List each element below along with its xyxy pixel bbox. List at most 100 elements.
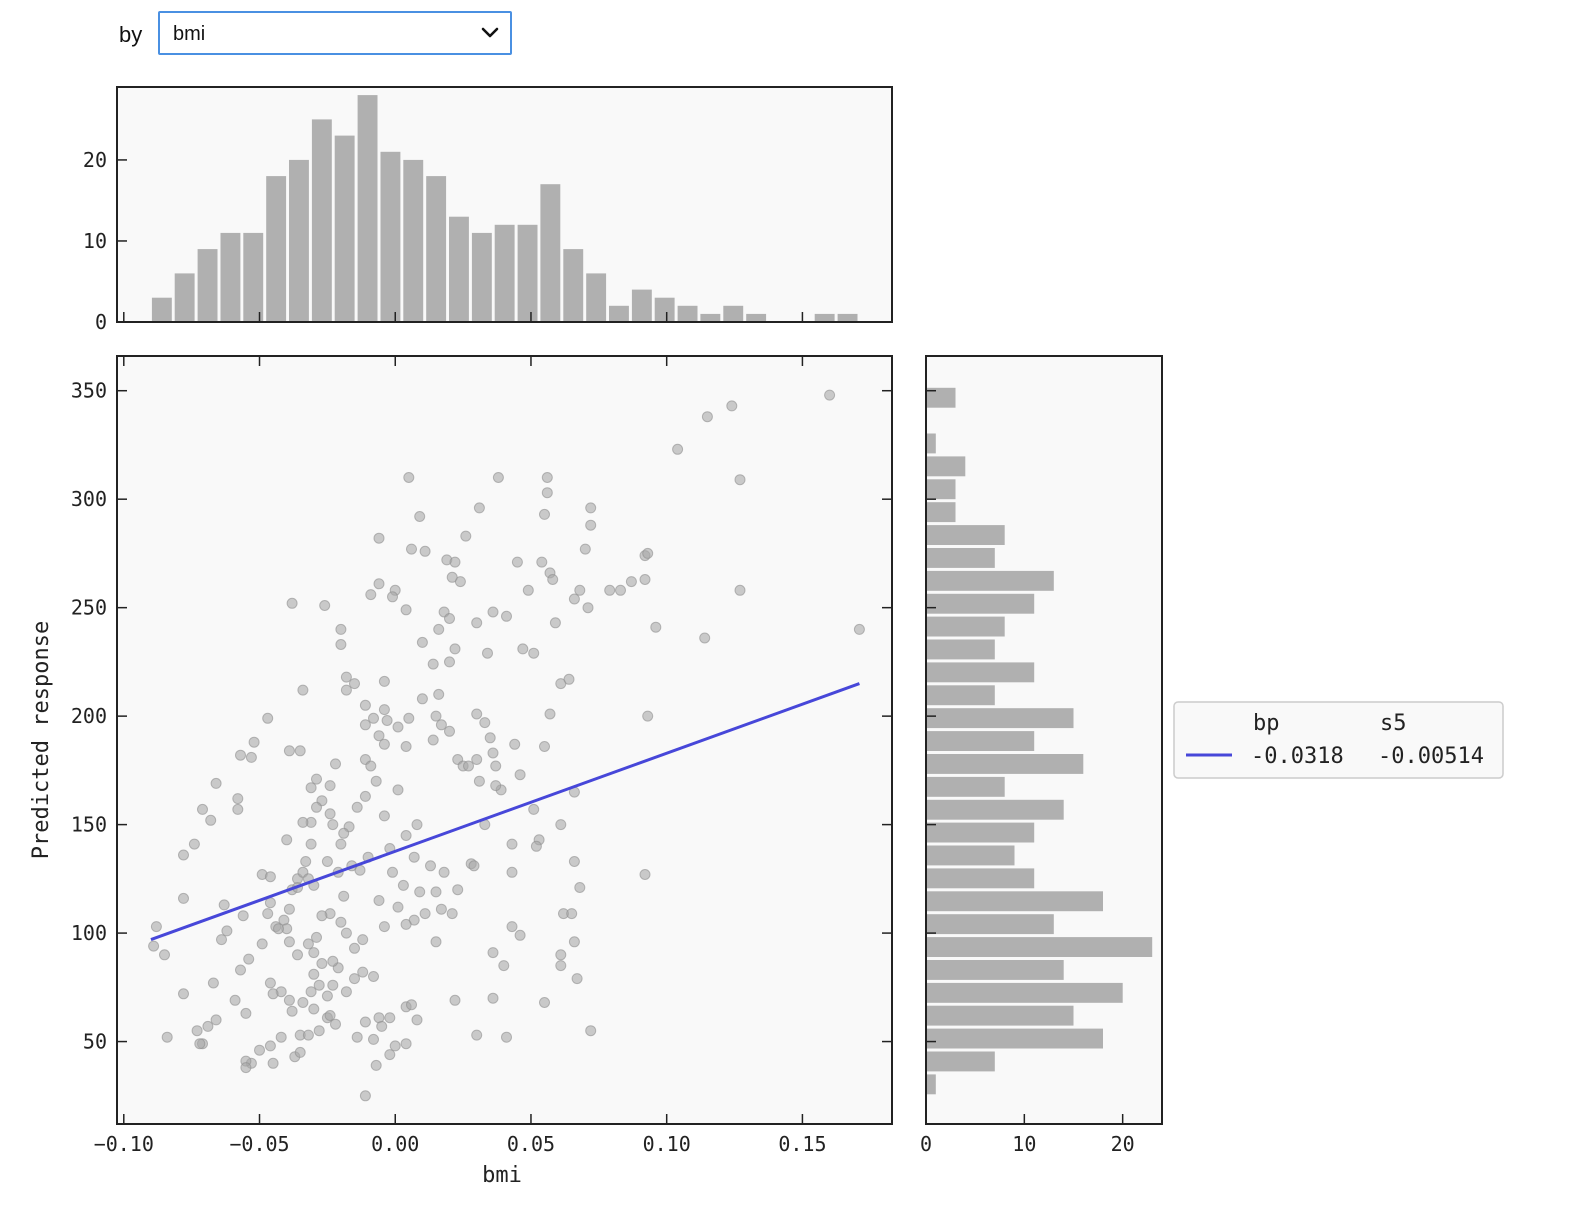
right-hist-bar	[926, 502, 956, 523]
scatter-point	[232, 793, 244, 805]
scatter-point	[254, 1044, 265, 1056]
right-hist-bar	[926, 868, 1035, 889]
scatter-point	[471, 1029, 483, 1041]
top-hist-bar	[426, 176, 447, 322]
scatter-point	[568, 593, 580, 605]
right-hist-bar	[926, 593, 1035, 614]
scatter-point	[324, 808, 336, 820]
scatter-point	[283, 903, 295, 915]
scatter-point	[701, 411, 713, 423]
scatter-point	[368, 1033, 379, 1045]
scatter-point	[615, 584, 626, 596]
scatter-point	[202, 1020, 214, 1032]
scatter-point	[240, 1062, 252, 1074]
right-hist-frame	[925, 355, 1163, 1125]
scatter-point	[444, 725, 455, 737]
scatter-point	[340, 927, 352, 939]
scatter-point	[473, 502, 485, 514]
scatter-point	[327, 979, 339, 991]
top-hist-bar	[654, 297, 675, 322]
scatter-point	[392, 901, 404, 913]
scatter-point	[471, 754, 483, 765]
scatter-point	[506, 838, 518, 850]
feature-select[interactable]: bmi	[158, 11, 512, 55]
right-hist-bar	[926, 1074, 936, 1095]
right-hist-bar	[926, 685, 995, 706]
scatter-point	[734, 584, 746, 596]
scatter-point	[853, 623, 865, 635]
scatter-point	[148, 940, 160, 952]
right-hist-bar	[926, 616, 1005, 637]
scatter-point	[229, 994, 241, 1006]
scatter-point	[370, 1059, 382, 1071]
scatter-point	[541, 472, 553, 483]
scatter-point	[585, 502, 597, 514]
scatter-point	[389, 1040, 401, 1052]
top-hist-bar	[609, 305, 629, 322]
scatter-point	[327, 955, 339, 967]
top-hist-bar	[449, 216, 469, 322]
scatter-point	[414, 511, 426, 522]
scatter-point	[384, 1012, 396, 1024]
scatter-point	[349, 942, 360, 954]
scatter-point	[433, 623, 445, 635]
scatter-point	[639, 869, 651, 880]
scatter-point	[471, 617, 483, 629]
y-axis-label: Predicted response	[29, 621, 54, 859]
top-hist-bar	[266, 176, 287, 322]
right-hist-bar	[926, 776, 1005, 797]
scatter-point	[308, 968, 320, 980]
scatter-point	[446, 571, 458, 583]
scatter-point	[335, 623, 347, 635]
scatter-point	[267, 988, 279, 1000]
scatter-point	[585, 1025, 597, 1037]
scatter-point	[427, 734, 439, 746]
scatter-point	[555, 949, 567, 961]
scatter-point	[514, 929, 526, 941]
scatter-point	[330, 758, 341, 770]
scatter-point	[159, 949, 170, 961]
scatter-point	[324, 1010, 336, 1021]
x-tick-label: 0.10	[643, 1132, 691, 1156]
x-tick-label: −0.10	[94, 1132, 154, 1156]
top-hist-bar	[746, 313, 767, 322]
scatter-point	[449, 556, 461, 568]
scatter-point	[340, 671, 352, 683]
scatter-point	[726, 400, 738, 412]
top-histogram: 0 10 20	[83, 86, 893, 334]
right-hist-bar	[926, 1028, 1103, 1049]
scatter-point	[408, 851, 420, 863]
scatter-point	[555, 819, 567, 831]
scatter-point	[368, 971, 379, 982]
scatter-point	[539, 997, 550, 1008]
chevron-down-icon[interactable]	[478, 21, 502, 45]
scatter-point	[490, 760, 502, 772]
scatter-point	[642, 547, 654, 559]
scatter-point	[568, 856, 580, 867]
scatter-point	[243, 953, 255, 965]
scatter-point	[275, 1031, 287, 1043]
scatter-point	[411, 1014, 423, 1026]
scatter-point	[359, 1016, 371, 1028]
scatter-point	[419, 545, 431, 557]
scatter-point	[425, 860, 436, 872]
scatter-point	[264, 1040, 276, 1052]
scatter-point	[359, 719, 371, 731]
right-hist-bar	[926, 754, 1084, 774]
scatter-point	[150, 921, 162, 933]
top-hist-bar	[334, 135, 355, 322]
scatter-point	[283, 994, 295, 1006]
scatter-point	[378, 738, 390, 750]
scatter-point	[292, 949, 303, 961]
scatter-point	[444, 613, 455, 624]
scatter-point	[419, 908, 431, 920]
scatter-point	[734, 474, 746, 486]
scatter-point	[528, 647, 540, 659]
scatter-point	[273, 923, 284, 935]
scatter-point	[359, 790, 371, 802]
scatter-point	[672, 443, 684, 455]
scatter-point	[264, 977, 276, 989]
scatter-point	[311, 931, 322, 943]
scatter-point	[568, 936, 580, 948]
scatter-point	[283, 745, 295, 757]
